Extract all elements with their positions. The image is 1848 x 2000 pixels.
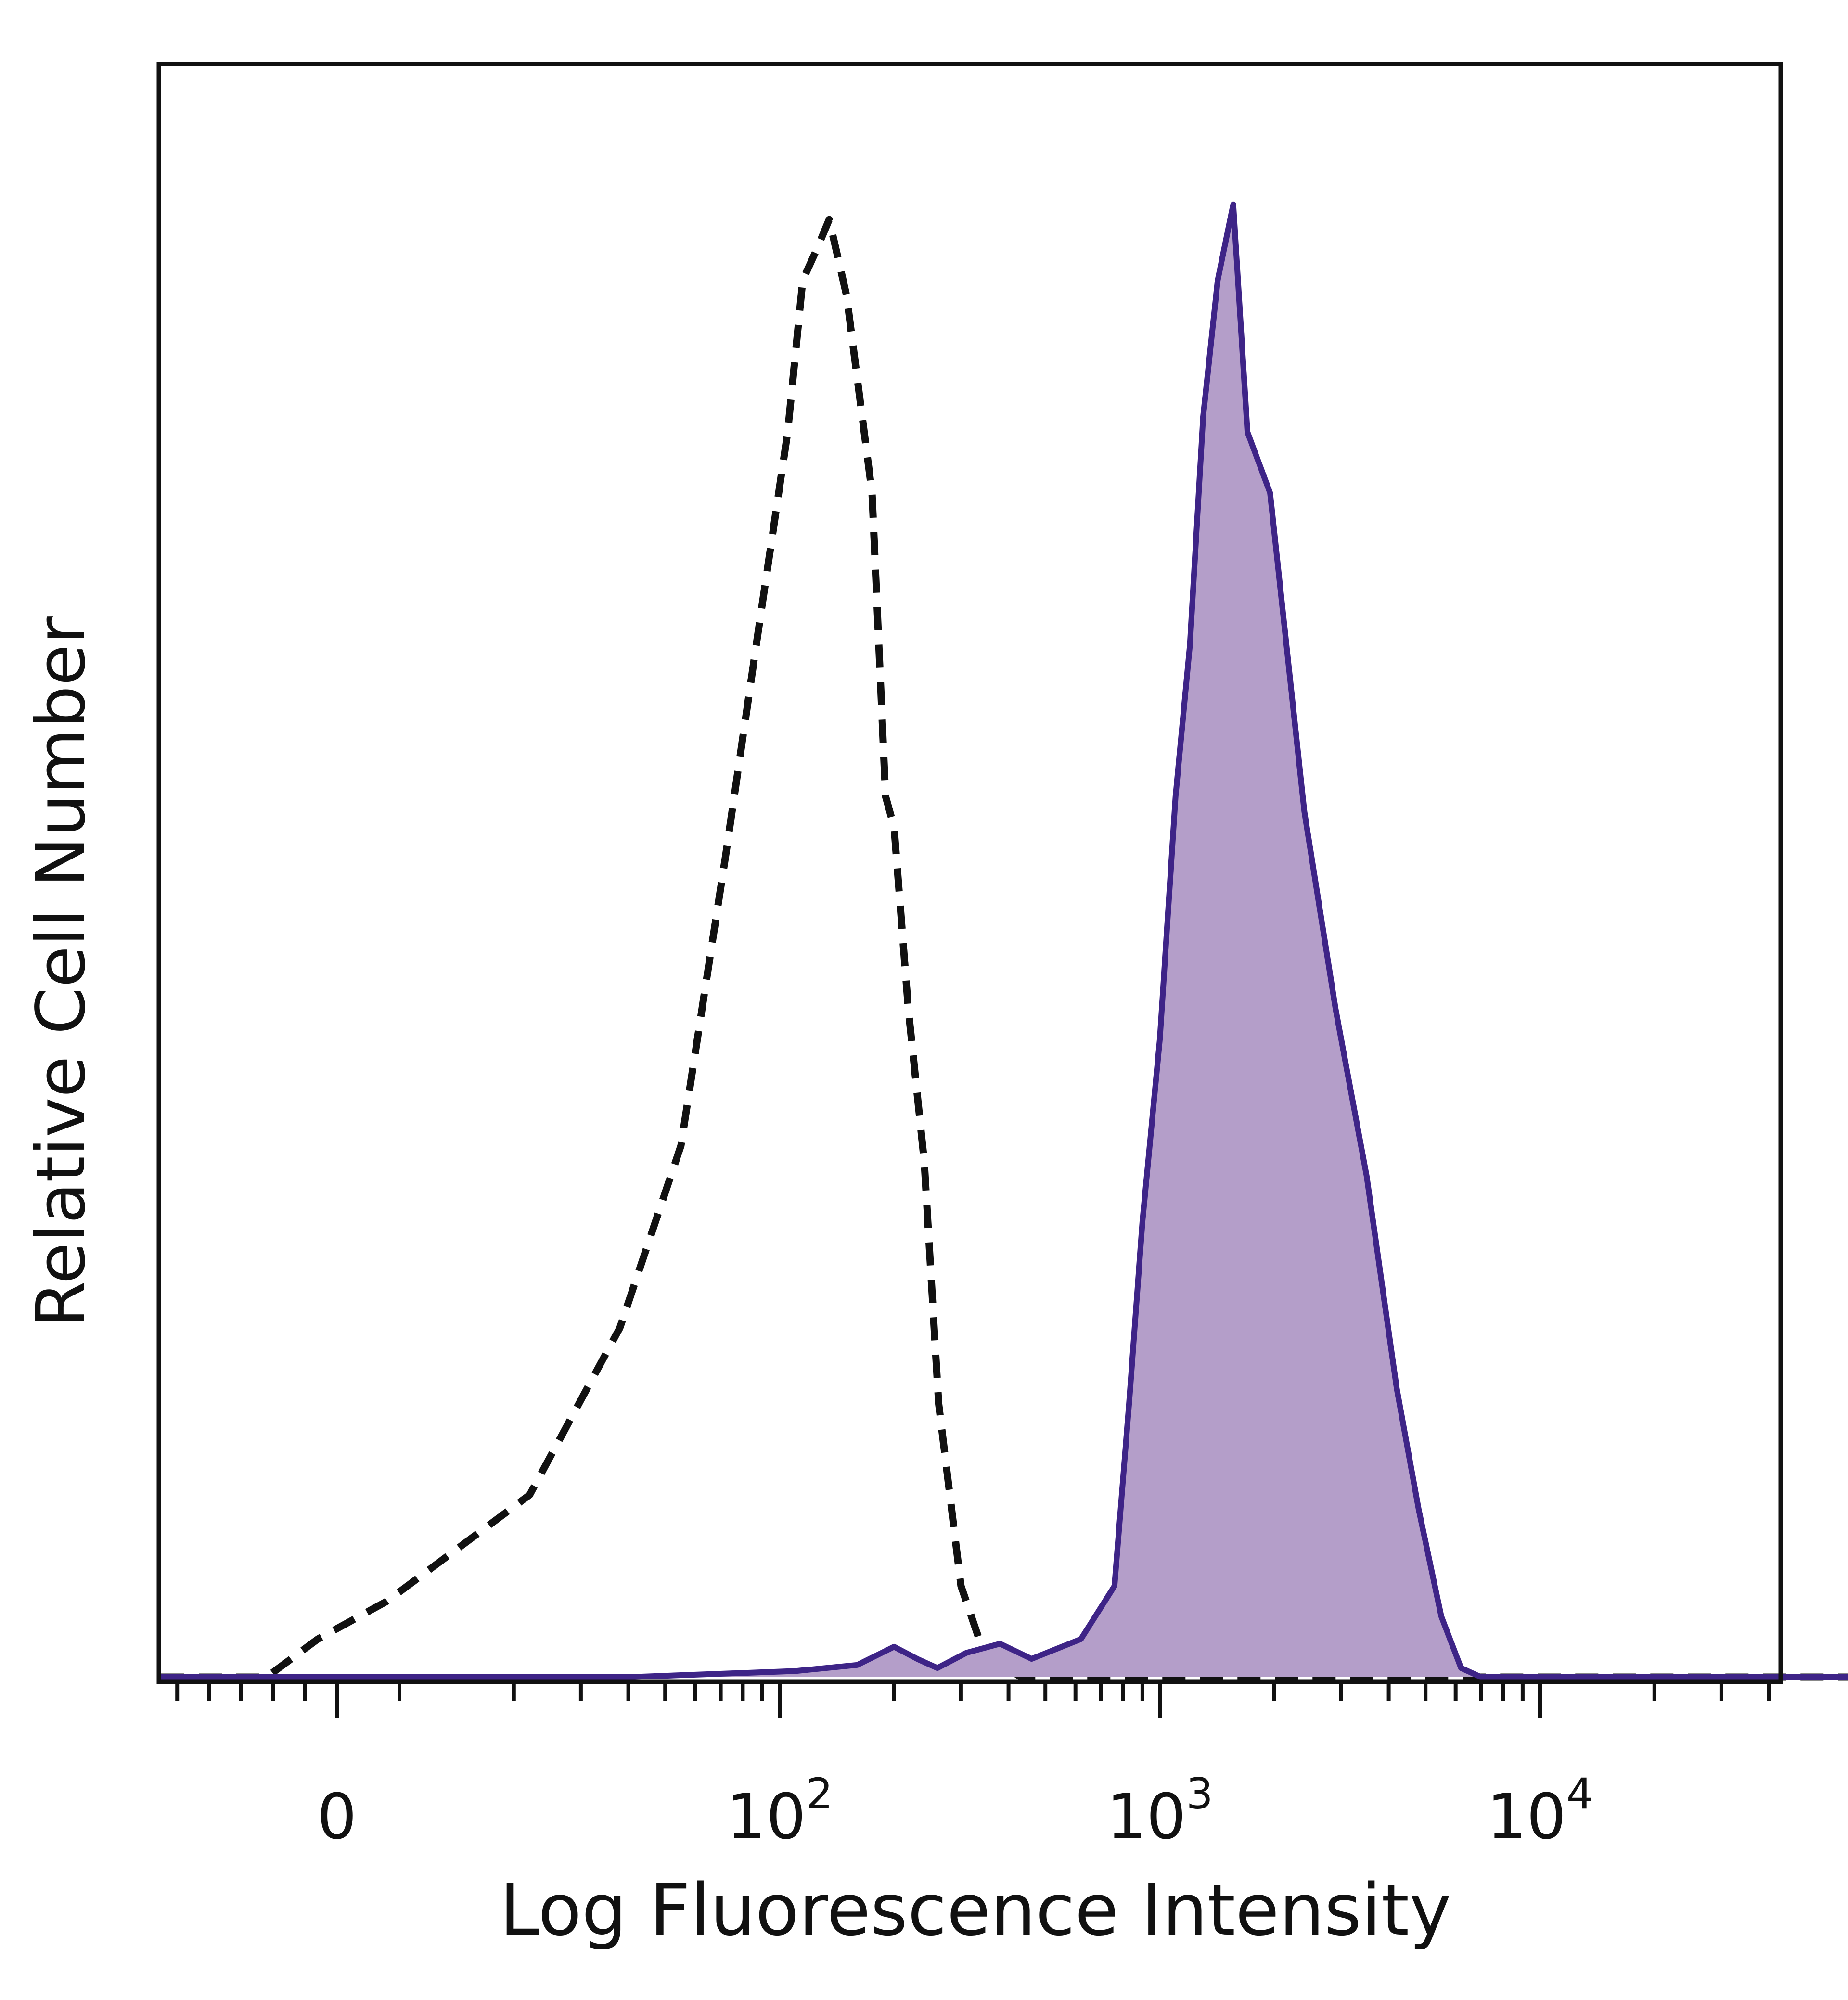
x-tick-label-base: 10 [1106,1780,1186,1853]
x-tick-label-exponent: 4 [1566,1769,1593,1819]
x-tick-marks [175,1682,1771,1718]
series-layer [158,201,1848,1681]
x-axis-label: Log Fluorescence Intensity [500,1869,1451,1951]
x-tick-label: 103 [1106,1769,1213,1853]
y-axis-label: Relative Cell Number [22,616,101,1328]
x-tick-label-base: 10 [1487,1780,1566,1853]
x-tick-label: 104 [1487,1769,1593,1853]
x-tick-label-base: 10 [726,1780,806,1853]
x-tick-label: 0 [317,1780,357,1853]
x-tick-label-exponent: 2 [806,1769,833,1819]
stained-histogram-line [158,201,1848,1680]
plot-frame [156,62,1783,1684]
x-tick-labels: 0102103104105 [317,1769,1593,1853]
control-histogram-line [161,216,1848,1681]
x-tick-label-base: 0 [317,1780,357,1853]
x-tick-label-exponent: 3 [1186,1769,1213,1819]
x-tick-label: 102 [726,1769,833,1853]
